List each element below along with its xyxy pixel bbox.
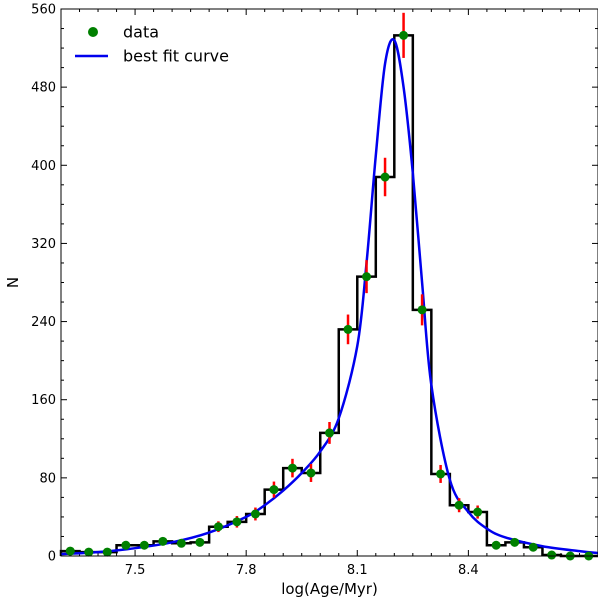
data-point	[510, 537, 520, 547]
y-tick-label: 160	[31, 393, 56, 408]
data-point	[306, 468, 316, 478]
y-axis-label: N	[4, 277, 22, 288]
histogram-outline	[59, 34, 598, 558]
legend-data-marker	[88, 27, 98, 37]
x-tick-label: 8.1	[347, 563, 368, 578]
x-tick-label: 8.4	[458, 563, 479, 578]
data-point	[158, 536, 168, 546]
y-tick-label: 240	[31, 315, 56, 330]
data-point	[380, 172, 390, 182]
data-point	[343, 324, 353, 334]
data-point	[139, 540, 149, 550]
legend: data best fit curve	[75, 23, 229, 66]
legend-curve-label: best fit curve	[123, 47, 229, 66]
data-point	[473, 507, 483, 517]
data-point	[547, 550, 557, 560]
y-tick-label: 80	[39, 471, 56, 486]
x-axis-ticks: 7.5 7.8 8.1 8.4	[60, 9, 598, 578]
y-tick-label: 480	[31, 81, 56, 96]
y-axis-ticks: 0 80 160 240 320 400 480 560	[31, 3, 598, 565]
data-point	[102, 547, 112, 557]
data-point	[176, 538, 186, 548]
data-point	[232, 517, 242, 527]
plot-frame	[60, 8, 598, 557]
data-point	[399, 30, 409, 40]
histogram-steps	[59, 34, 598, 558]
y-tick-label: 400	[31, 159, 56, 174]
x-tick-label: 7.5	[125, 563, 146, 578]
data-point	[250, 509, 260, 519]
x-axis-label: log(Age/Myr)	[281, 580, 378, 598]
data-point	[195, 537, 205, 547]
y-tick-label: 0	[48, 550, 56, 565]
y-tick-label: 560	[31, 3, 56, 18]
data-point	[65, 546, 75, 556]
data-point	[287, 463, 297, 473]
data-point	[417, 305, 427, 315]
best-fit-curve	[60, 38, 598, 556]
data-point	[269, 485, 279, 495]
data-point	[84, 547, 94, 557]
data-point	[436, 469, 446, 479]
data-points	[65, 30, 594, 561]
data-point	[454, 500, 464, 510]
data-point	[325, 428, 334, 438]
best-fit-curve-layer	[60, 38, 598, 556]
data-point	[362, 272, 372, 282]
data-point	[213, 522, 223, 532]
data-point	[491, 540, 501, 550]
legend-data-label: data	[123, 23, 159, 42]
y-tick-label: 320	[31, 237, 56, 252]
x-tick-label: 7.8	[236, 563, 257, 578]
data-point	[121, 540, 131, 550]
data-point	[528, 542, 538, 552]
